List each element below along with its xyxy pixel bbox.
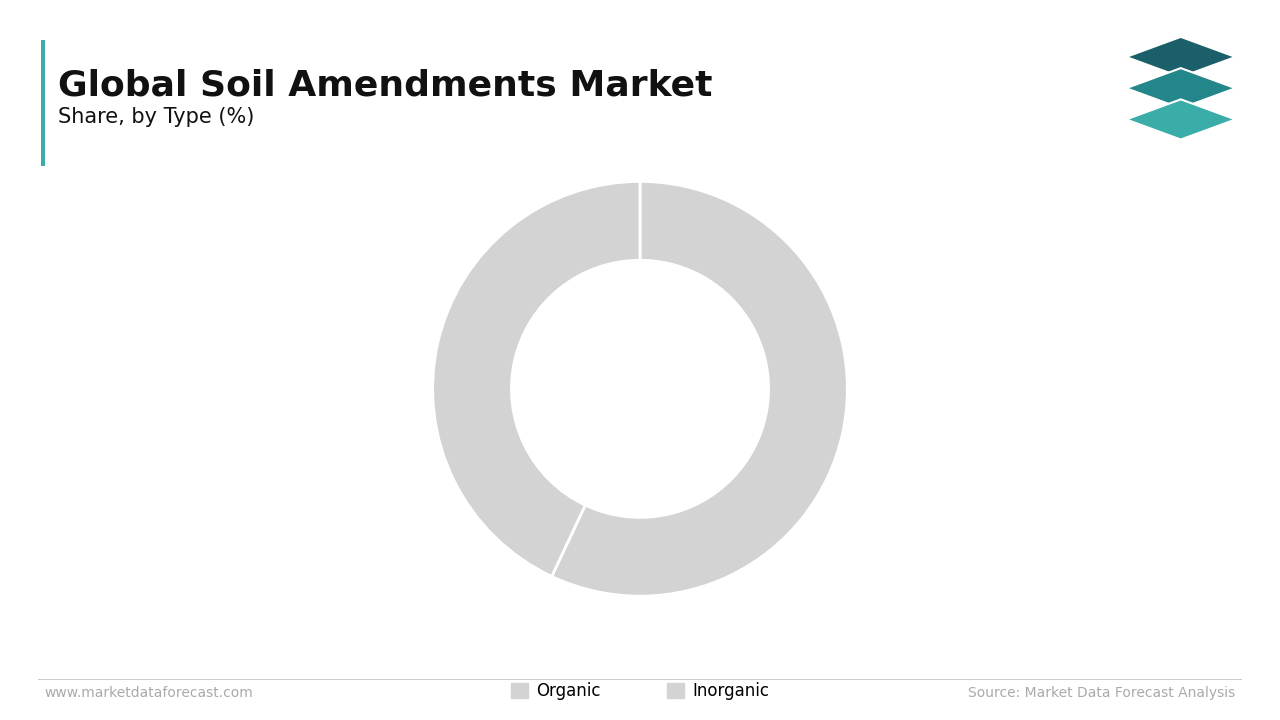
Polygon shape <box>1126 68 1235 108</box>
Wedge shape <box>552 181 847 596</box>
Wedge shape <box>433 181 640 577</box>
Text: Share, by Type (%): Share, by Type (%) <box>58 107 253 127</box>
Legend: Organic, Inorganic: Organic, Inorganic <box>504 676 776 707</box>
Text: Global Soil Amendments Market: Global Soil Amendments Market <box>58 68 712 102</box>
Text: Source: Market Data Forecast Analysis: Source: Market Data Forecast Analysis <box>968 685 1235 700</box>
Polygon shape <box>1126 99 1235 140</box>
Text: www.marketdataforecast.com: www.marketdataforecast.com <box>45 685 253 700</box>
Polygon shape <box>1126 37 1235 77</box>
